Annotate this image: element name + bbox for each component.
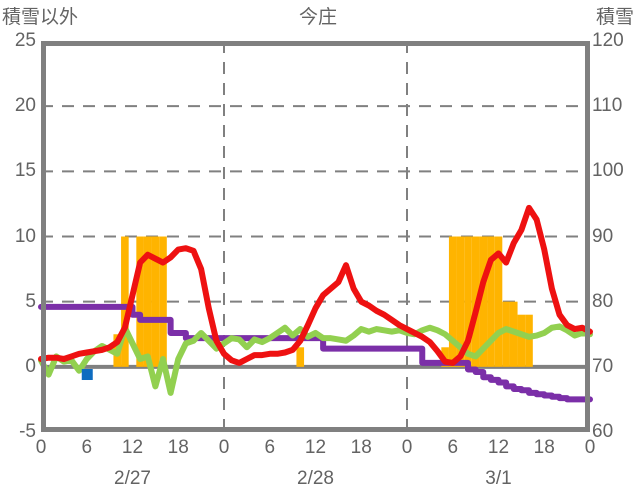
x-tick-2: 12 (121, 437, 144, 458)
y-tick-left-10: 10 (14, 225, 36, 247)
x-tick-5: 6 (264, 437, 276, 458)
x-tick-6: 12 (304, 437, 327, 458)
series-lines (38, 204, 593, 403)
x-tick-12: 0 (584, 437, 596, 458)
x-tick-4: 0 (218, 437, 230, 458)
y-tick-left-5: 5 (25, 290, 36, 312)
x-tick-7: 18 (350, 437, 372, 458)
y-tick-right-90: 90 (592, 225, 614, 247)
y-tick-left--5: -5 (19, 421, 36, 442)
right-axis-title: 積雪 (595, 7, 634, 28)
y-tick-left-0: 0 (25, 355, 36, 377)
y-tick-left-25: 25 (14, 30, 36, 51)
y-tick-right-110: 110 (592, 95, 623, 117)
y-tick-right-120: 120 (592, 30, 624, 51)
x-tick-0: 0 (35, 437, 47, 458)
point-markers (81, 369, 93, 381)
x-tick-8: 0 (401, 437, 413, 458)
x-tick-10: 12 (487, 437, 510, 458)
y-tick-left-20: 20 (14, 95, 36, 117)
x-tick-3: 18 (167, 437, 189, 458)
day-label-1: 2/28 (297, 468, 334, 489)
chart-title: 今庄 (298, 7, 337, 28)
y-tick-right-60: 60 (592, 421, 614, 442)
y-tick-left-15: 15 (14, 160, 36, 182)
x-tick-9: 6 (447, 437, 459, 458)
left-axis-title: 積雪以外 (2, 7, 79, 28)
grid-lines (41, 41, 590, 432)
day-label-0: 2/27 (114, 468, 151, 489)
x-tick-1: 6 (81, 437, 93, 458)
x-tick-11: 18 (533, 437, 555, 458)
y-tick-right-80: 80 (592, 290, 614, 312)
plot-area (38, 41, 593, 432)
y-tick-right-70: 70 (592, 355, 614, 377)
y-tick-right-100: 100 (592, 160, 624, 182)
day-label-2: 3/1 (485, 468, 512, 489)
